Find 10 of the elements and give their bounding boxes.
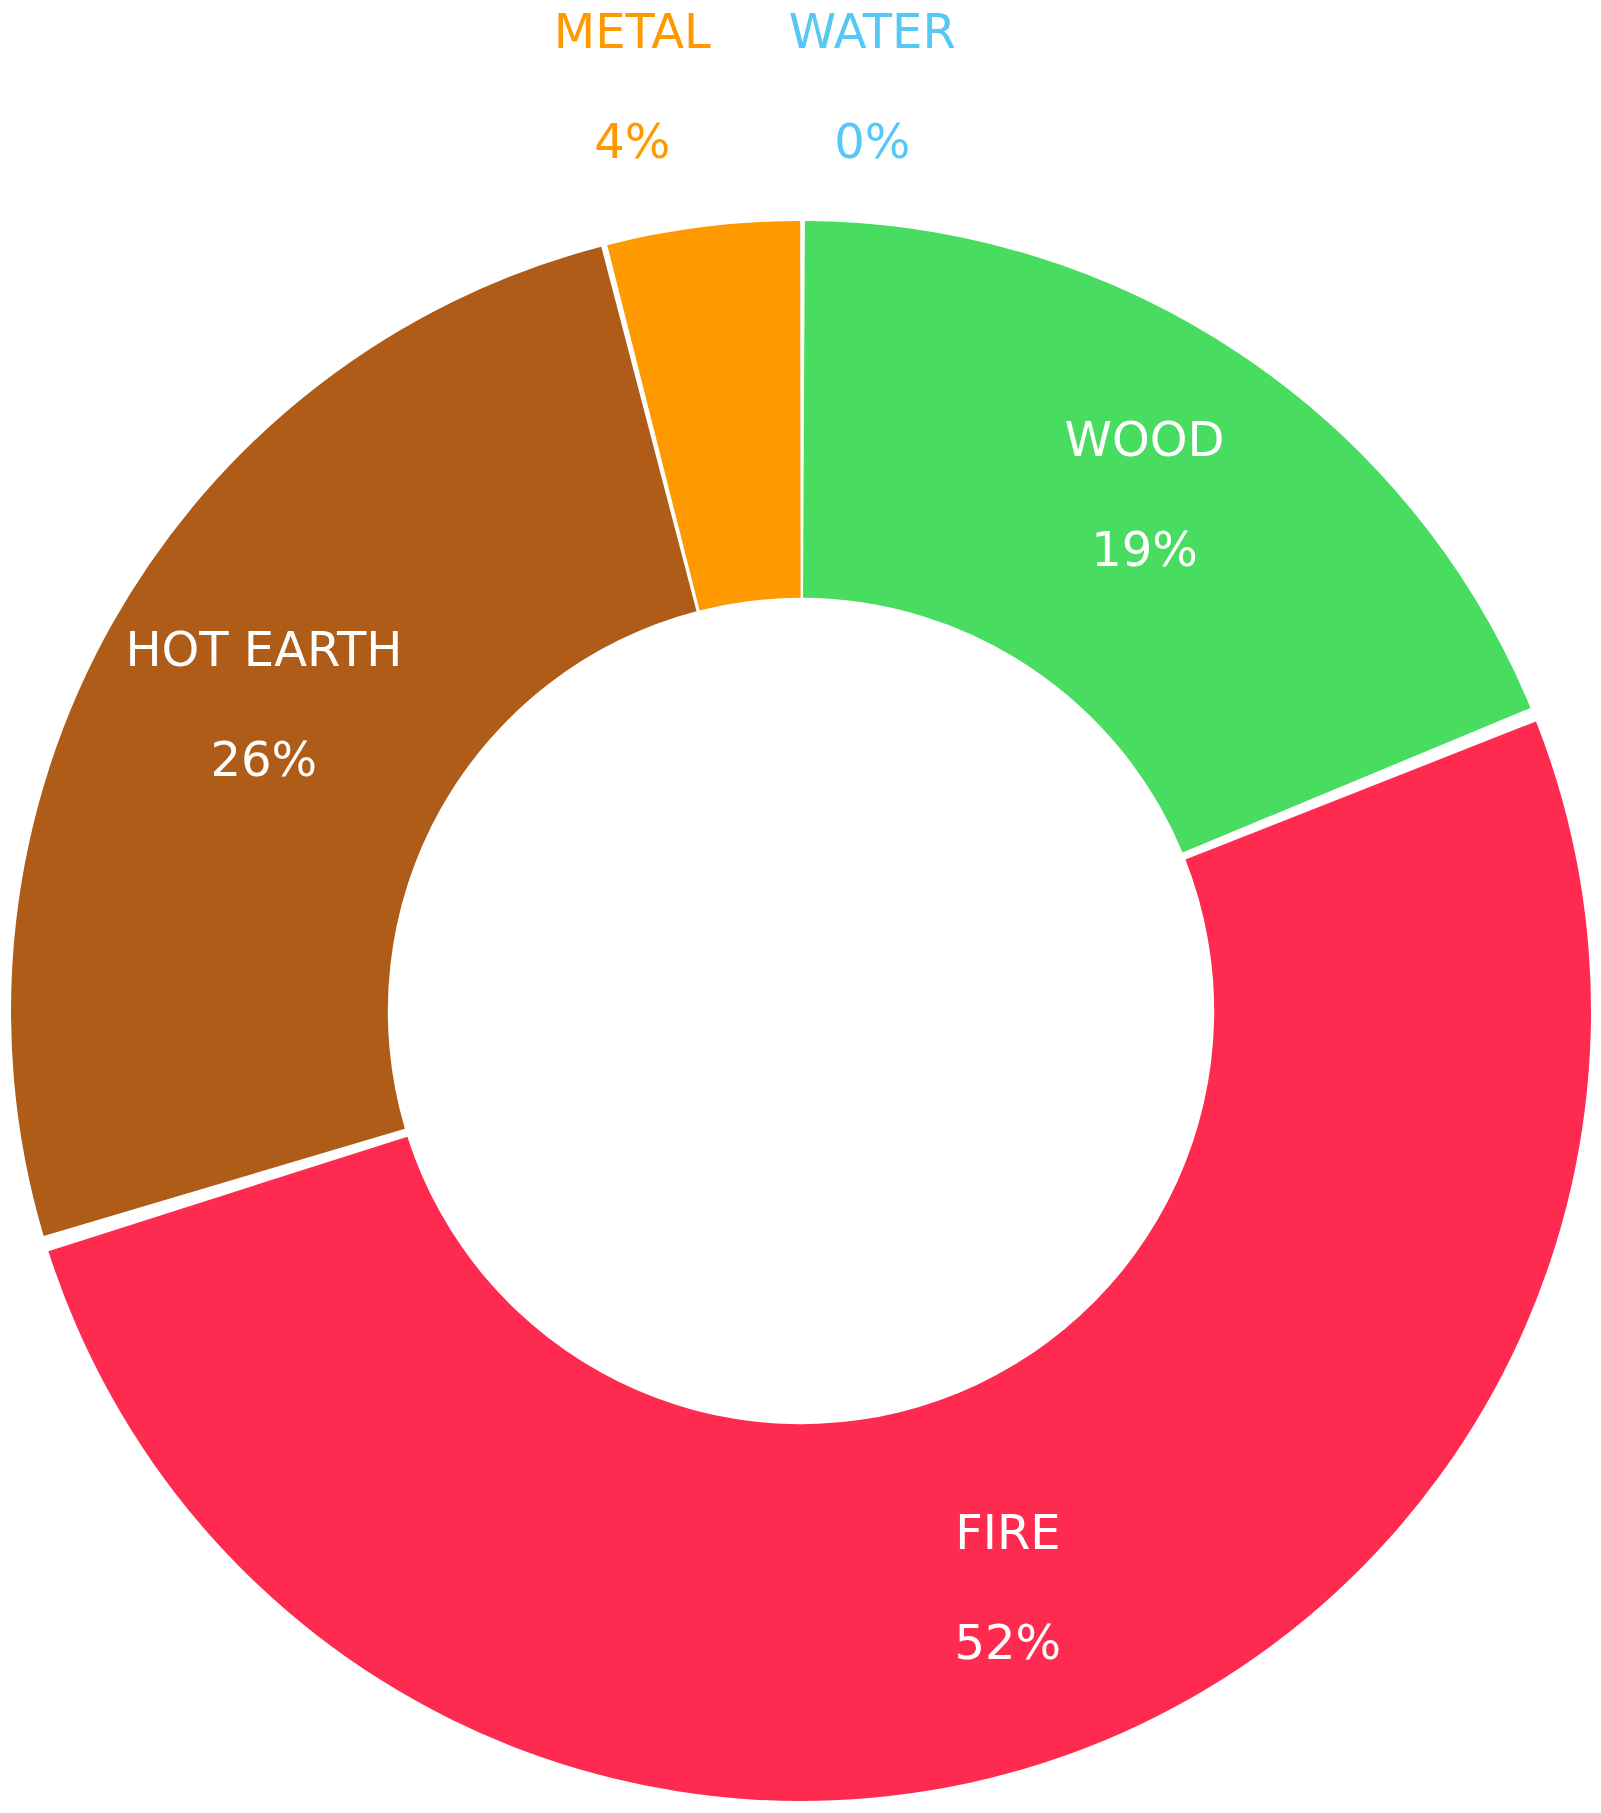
- slice-label: HOT EARTH: [125, 620, 403, 677]
- slice-label: WOOD: [1064, 411, 1225, 468]
- data-label: 19%: [1091, 521, 1198, 578]
- slice-label: METAL: [553, 3, 711, 60]
- category-label: WATER: [788, 3, 956, 60]
- text: 0%: [834, 113, 911, 170]
- data-label: 52%: [954, 1614, 1062, 1671]
- data-label: 4%: [594, 113, 671, 170]
- slice-label: FIRE: [955, 1504, 1061, 1561]
- data-label: 26%: [210, 730, 318, 787]
